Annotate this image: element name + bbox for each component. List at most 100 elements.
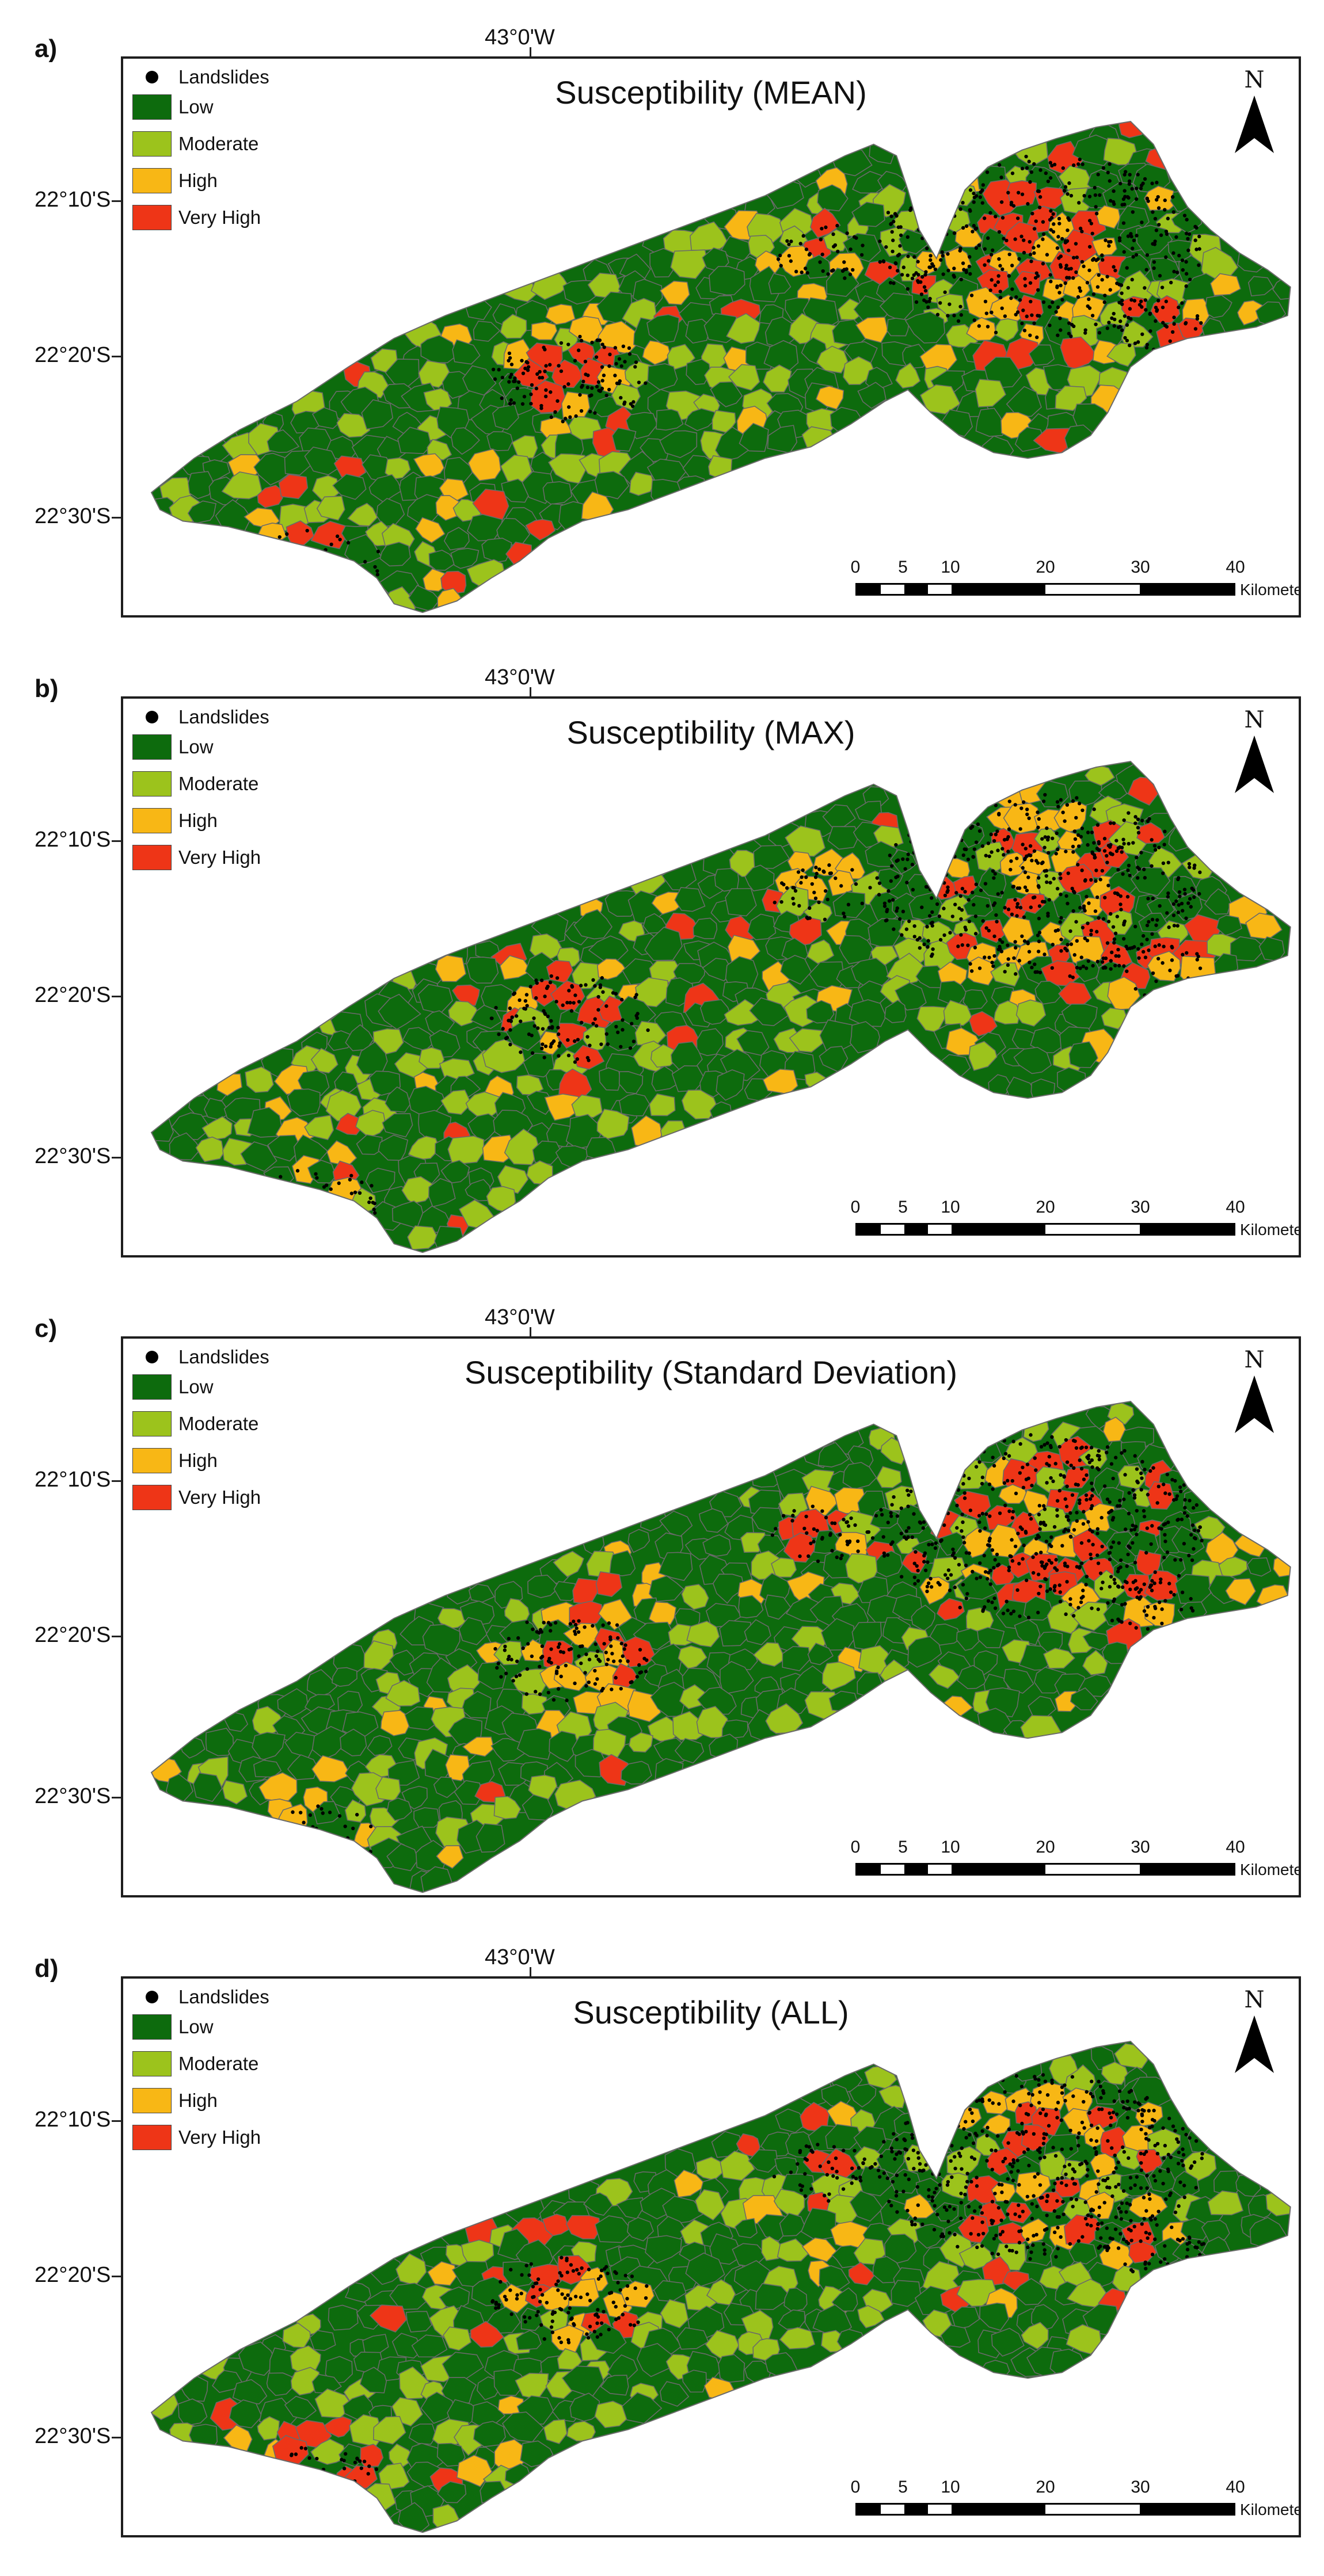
landslide-point <box>1100 868 1105 873</box>
landslide-point <box>1095 847 1099 851</box>
slope-unit <box>521 1693 548 1715</box>
landslide-point <box>1123 203 1127 207</box>
landslide-point <box>533 2281 537 2285</box>
slope-unit <box>287 1088 321 1117</box>
landslide-point <box>1125 2099 1129 2104</box>
landslide-point <box>1086 830 1090 834</box>
landslide-point <box>1080 808 1085 813</box>
slope-unit <box>806 939 835 965</box>
landslide-point <box>565 1000 569 1005</box>
landslide-point <box>570 2316 574 2320</box>
landslide-point <box>938 938 943 942</box>
landslide-point <box>1017 886 1022 890</box>
landslide-point <box>1122 818 1126 822</box>
landslide-point <box>981 919 985 923</box>
landslide-point <box>1021 1485 1026 1489</box>
landslide-point <box>1174 974 1178 978</box>
slope-unit <box>193 1772 223 1803</box>
landslide-point <box>943 1573 948 1577</box>
landslide-point <box>496 1662 500 1666</box>
landslide-point <box>916 279 920 283</box>
landslide-point <box>1076 1606 1080 1610</box>
landslide-point <box>1102 2201 1106 2205</box>
landslide-point <box>556 1645 561 1649</box>
slope-unit <box>957 1664 987 1689</box>
landslide-point <box>1090 830 1094 834</box>
landslide-point <box>1173 2210 1178 2215</box>
landslide-point <box>1082 1477 1086 1481</box>
landslide-point <box>819 238 823 242</box>
landslide-point <box>1161 321 1165 325</box>
landslide-point <box>1150 917 1155 921</box>
landslide-point <box>1155 197 1159 202</box>
landslide-point <box>925 1589 929 1594</box>
slope-unit <box>915 2223 944 2249</box>
landslide-point <box>997 230 1002 234</box>
landslide-point <box>1166 216 1170 220</box>
landslide-point <box>1117 300 1121 304</box>
legend-item-very-high: Very High <box>132 845 261 870</box>
landslide-point <box>556 1687 561 1691</box>
landslide-point <box>1006 1608 1010 1613</box>
landslide-point <box>937 914 941 919</box>
landslide-point <box>980 2244 984 2248</box>
landslide-point <box>1153 2217 1157 2221</box>
landslide-point <box>1123 170 1128 174</box>
landslide-point <box>1118 845 1122 849</box>
landslide-point <box>851 268 855 272</box>
landslide-point <box>604 1004 608 1008</box>
landslide-point <box>946 889 950 893</box>
landslide-point <box>1129 232 1133 236</box>
landslide-point <box>895 1514 900 1518</box>
landslide-point <box>634 360 638 364</box>
landslide-point <box>554 1671 559 1675</box>
slope-unit <box>674 2169 707 2198</box>
landslide-point <box>1079 834 1083 839</box>
slope-unit <box>594 2215 634 2243</box>
landslide-point <box>820 252 824 257</box>
landslide-point <box>889 1511 893 1515</box>
landslide-point <box>584 1652 588 1656</box>
landslide-point <box>1110 316 1114 321</box>
landslide-point <box>1038 1521 1043 1525</box>
landslide-point <box>980 2129 984 2133</box>
landslide-point <box>1061 166 1066 170</box>
north-arrow-icon <box>1235 2015 1274 2073</box>
slope-unit <box>389 1649 416 1676</box>
landslide-point <box>1152 2109 1156 2113</box>
landslide-point <box>830 2166 835 2171</box>
slope-unit <box>332 473 367 500</box>
slope-unit <box>284 2395 317 2420</box>
landslide-point <box>1099 1587 1104 1591</box>
landslide-point <box>1156 206 1161 210</box>
slope-unit <box>902 344 930 369</box>
legend-swatch <box>132 1448 172 1473</box>
landslide-point <box>989 832 993 837</box>
landslide-point <box>508 402 512 406</box>
landslide-point <box>615 381 619 386</box>
landslide-point <box>1029 1516 1033 1521</box>
landslide-point <box>996 1563 1001 1567</box>
landslide-point <box>1101 956 1105 961</box>
landslide-point <box>1180 1590 1185 1595</box>
slope-unit <box>311 1755 352 1782</box>
slope-unit <box>702 958 734 982</box>
landslide-point <box>1098 193 1102 197</box>
landslide-point <box>1024 154 1028 159</box>
landslide-point <box>598 985 602 989</box>
landslide-point <box>1187 1553 1191 1558</box>
landslide-point <box>946 2180 950 2184</box>
landslide-point <box>946 885 950 889</box>
landslide-point <box>1136 947 1140 951</box>
slope-unit <box>1101 1007 1128 1030</box>
landslide-point <box>906 858 910 862</box>
landslide-point <box>785 239 789 243</box>
landslide-point <box>600 342 604 346</box>
landslide-point <box>835 1555 839 1560</box>
slope-unit <box>674 1737 705 1764</box>
landslide-point <box>1155 2151 1160 2156</box>
slope-unit <box>493 1796 522 1820</box>
landslide-point <box>1097 1449 1101 1453</box>
landslide-point <box>1007 1454 1011 1458</box>
landslide-point <box>342 2459 346 2463</box>
